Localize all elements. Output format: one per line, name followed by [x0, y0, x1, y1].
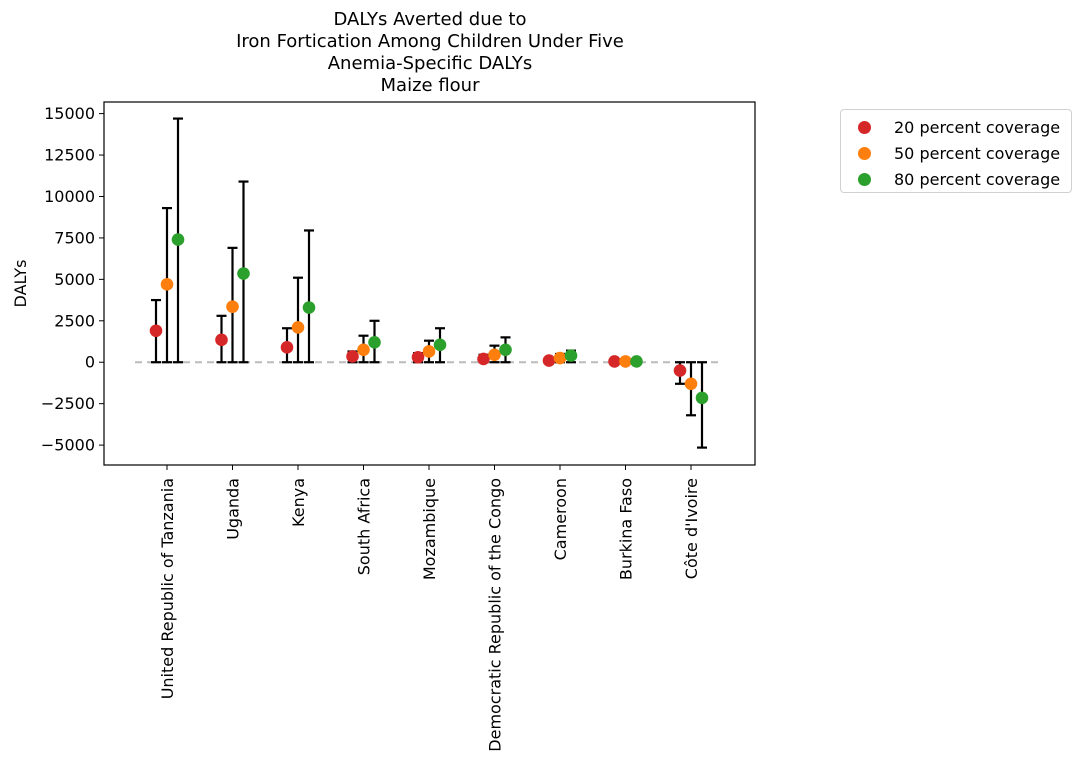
data-point	[302, 301, 316, 314]
y-axis-label: DALYs	[11, 260, 30, 308]
legend-marker-50	[858, 146, 871, 160]
x-tick-label: Cameroon	[551, 478, 570, 560]
chart-title-line-3: Anemia-Specific DALYs	[327, 53, 533, 74]
chart-title-line-4: Maize flour	[380, 75, 480, 96]
data-point	[357, 343, 370, 357]
y-tick-label: 15000	[44, 104, 95, 123]
legend-marker-20	[858, 120, 871, 134]
x-tick-label: Burkina Faso	[617, 478, 636, 580]
data-point	[237, 267, 250, 280]
data-point	[411, 350, 425, 364]
x-tick-label: South Africa	[355, 478, 374, 575]
chart-title-line-2: Iron Fortication Among Children Under Fi…	[236, 31, 624, 52]
data-point	[215, 333, 228, 347]
data-point	[619, 355, 632, 368]
y-tick-label: −5000	[41, 436, 95, 455]
data-point	[630, 355, 643, 368]
legend-label-80: 80 percent coverage	[894, 169, 1061, 189]
x-tick-label: Democratic Republic of the Congo	[486, 478, 505, 752]
y-tick-label: 5000	[54, 270, 95, 289]
data-point	[433, 338, 447, 352]
data-point	[673, 364, 687, 377]
data-point	[160, 278, 174, 291]
y-tick-label: −2500	[41, 394, 95, 413]
data-point	[542, 354, 556, 367]
data-point	[368, 336, 381, 349]
data-point	[488, 348, 501, 362]
legend-marker-80	[858, 172, 871, 186]
legend-label-20: 20 percent coverage	[894, 117, 1061, 137]
data-point	[684, 377, 698, 391]
data-point	[695, 391, 709, 405]
data-point	[608, 355, 621, 368]
x-tick-label: Kenya	[289, 478, 308, 527]
data-point	[291, 321, 305, 334]
y-tick-label: 2500	[54, 311, 95, 330]
y-tick-label: 7500	[54, 228, 95, 247]
y-tick-label: 12500	[44, 146, 95, 165]
y-tick-label: 0	[85, 353, 95, 372]
data-point	[171, 233, 185, 246]
chart-legend: 20 percent coverage 50 percent coverage …	[840, 109, 1072, 193]
legend-label-50: 50 percent coverage	[894, 143, 1061, 163]
plot-frame	[103, 101, 756, 466]
x-tick-label: Uganda	[224, 478, 243, 540]
data-point	[226, 300, 239, 314]
x-tick-label: United Republic of Tanzania	[158, 478, 177, 699]
data-point	[280, 341, 294, 354]
data-point	[149, 324, 163, 338]
data-point	[553, 351, 567, 365]
data-point	[422, 345, 436, 358]
legend-item-80: 80 percent coverage	[841, 166, 1060, 192]
data-point	[346, 350, 359, 363]
x-tick-label: Mozambique	[420, 478, 439, 580]
legend-item-50: 50 percent coverage	[841, 140, 1060, 166]
x-tick-label: Côte d'Ivoire	[682, 478, 701, 579]
data-point	[499, 343, 512, 357]
legend-item-20: 20 percent coverage	[841, 114, 1060, 140]
y-tick-label: 10000	[44, 187, 95, 206]
data-point	[564, 349, 578, 362]
chart-title-line-1: DALYs Averted due to	[333, 9, 527, 30]
data-point	[477, 352, 490, 366]
